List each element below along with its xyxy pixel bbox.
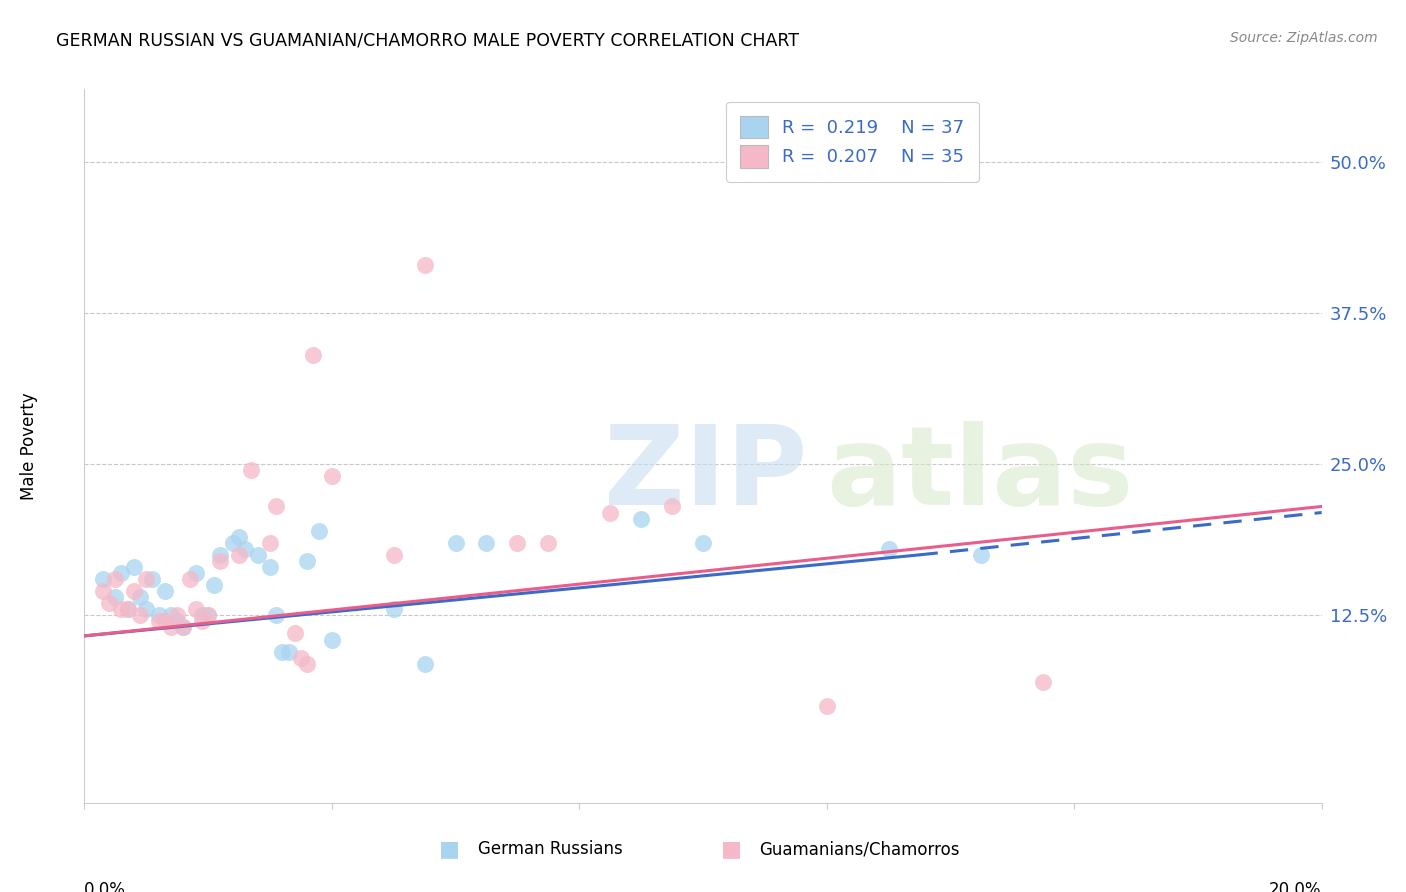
Point [877,541,900,556]
Point [197,608,219,623]
Point [104,590,127,604]
Point [129,608,152,623]
Point [148,615,170,629]
Point [191,615,214,629]
Point [91,572,114,586]
Point [166,615,188,629]
Text: ZIP: ZIP [605,421,807,528]
Point [117,602,139,616]
Text: 20.0%: 20.0% [1270,881,1322,892]
Text: Male Poverty: Male Poverty [20,392,38,500]
Point [277,645,299,659]
Point [228,530,250,544]
Point [321,469,343,483]
Point [537,535,560,549]
Point [382,548,405,562]
Point [209,554,232,568]
Text: GERMAN RUSSIAN VS GUAMANIAN/CHAMORRO MALE POVERTY CORRELATION CHART: GERMAN RUSSIAN VS GUAMANIAN/CHAMORRO MAL… [56,31,799,49]
Point [91,584,114,599]
Point [222,535,245,549]
Point [228,548,250,562]
Point [153,584,176,599]
Point [160,620,183,634]
Point [321,632,343,647]
Point [259,560,281,574]
Point [599,506,621,520]
Point [104,572,127,586]
Point [815,699,838,714]
Point [630,511,652,525]
Point [506,535,529,549]
Point [308,524,330,538]
Point [259,535,281,549]
Point [295,657,318,671]
Point [166,608,188,623]
Point [191,608,214,623]
Point [98,596,121,610]
Point [179,572,201,586]
Point [135,602,157,616]
Text: Guamanians/Chamorros: Guamanians/Chamorros [759,840,960,858]
Point [172,620,194,634]
Point [184,566,207,580]
Text: Source: ZipAtlas.com: Source: ZipAtlas.com [1230,31,1378,45]
Point [692,535,714,549]
Point [295,554,318,568]
Point [413,258,436,272]
Point [413,657,436,671]
Point [110,566,132,580]
Text: ■: ■ [440,839,460,859]
Point [197,608,219,623]
Point [1032,674,1054,689]
Text: 0.0%: 0.0% [84,881,127,892]
Point [153,615,176,629]
Point [141,572,163,586]
Point [290,650,312,665]
Point [110,602,132,616]
Point [302,348,325,362]
Point [117,602,139,616]
Point [240,463,263,477]
Point [122,584,145,599]
Point [135,572,157,586]
Point [284,626,307,640]
Point [172,620,194,634]
Point [148,608,170,623]
Point [264,500,287,514]
Text: German Russians: German Russians [478,840,623,858]
Point [970,548,993,562]
Point [475,535,498,549]
Point [382,602,405,616]
Point [202,578,225,592]
Point [246,548,269,562]
Text: ■: ■ [721,839,741,859]
Point [122,560,145,574]
Point [233,541,256,556]
Point [209,548,232,562]
Point [444,535,467,549]
Point [184,602,207,616]
Legend: R =  0.219    N = 37, R =  0.207    N = 35: R = 0.219 N = 37, R = 0.207 N = 35 [725,102,979,182]
Point [264,608,287,623]
Point [160,608,183,623]
Text: atlas: atlas [827,421,1135,528]
Point [129,590,152,604]
Point [271,645,294,659]
Point [661,500,683,514]
